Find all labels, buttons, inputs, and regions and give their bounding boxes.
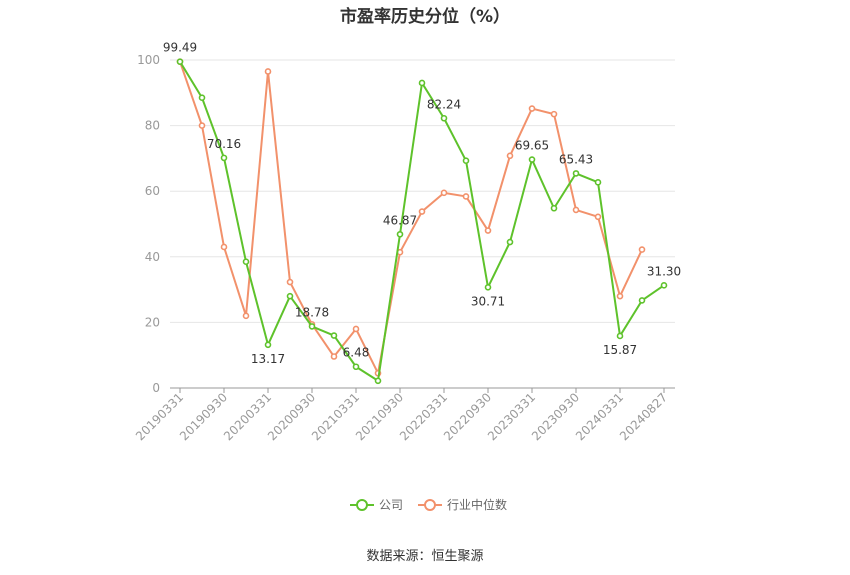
y-tick-label: 80 (145, 119, 160, 133)
data-point (572, 170, 580, 177)
y-tick-label: 0 (152, 381, 160, 395)
data-point (176, 58, 184, 65)
data-point (308, 323, 316, 330)
y-tick-label: 40 (145, 250, 160, 264)
data-point (462, 157, 470, 164)
data-label: 99.49 (163, 41, 197, 55)
data-point (462, 193, 470, 200)
x-axis: 2019033120190930202003312020093020210331… (133, 387, 675, 443)
data-point (418, 79, 426, 87)
data-label: 82.24 (427, 97, 461, 111)
legend-item-1[interactable]: 行业中位数 (418, 497, 507, 512)
data-point (638, 297, 646, 304)
data-label: 6.48 (343, 346, 370, 360)
data-point (242, 312, 250, 320)
data-point (550, 110, 558, 118)
data-point (396, 230, 404, 238)
legend-item-0[interactable]: 公司 (350, 498, 403, 512)
data-point (220, 243, 228, 251)
data-point (330, 353, 338, 360)
data-label: 13.17 (251, 352, 285, 366)
y-tick-label: 20 (145, 315, 160, 329)
series-line-1 (179, 61, 643, 375)
data-label: 31.30 (647, 264, 681, 278)
data-point (242, 258, 250, 266)
legend-marker (356, 499, 368, 511)
y-axis: 0 20 40 60 80 100 (137, 53, 160, 395)
data-point (374, 377, 382, 385)
data-label: 18.78 (295, 305, 329, 319)
data-point (264, 68, 272, 75)
legend-label: 行业中位数 (447, 497, 507, 512)
x-tick-label: 20240827 (617, 390, 670, 443)
data-point (594, 213, 602, 221)
grid-lines (170, 59, 675, 323)
data-point (220, 154, 228, 162)
data-point (440, 114, 448, 122)
data-label: 70.16 (207, 137, 241, 151)
data-labels: 99.49 70.16 13.17 18.78 6.48 46.87 82.24 30.71 6… (163, 41, 681, 366)
data-point (286, 292, 294, 300)
data-point (440, 189, 448, 197)
data-point (286, 278, 294, 286)
data-point (572, 206, 580, 214)
legend-marker (424, 499, 436, 511)
data-point (616, 332, 624, 340)
data-point (616, 292, 624, 300)
data-point (198, 122, 206, 129)
data-point (528, 156, 536, 163)
series-line-0 (179, 61, 665, 382)
data-point (352, 325, 360, 333)
data-point (550, 204, 558, 212)
data-point (484, 283, 492, 291)
data-label: 65.43 (559, 152, 593, 166)
series-layer (176, 58, 668, 385)
y-tick-label: 100 (137, 53, 160, 67)
data-point (418, 208, 426, 215)
data-label: 69.65 (515, 139, 549, 153)
data-point (264, 341, 272, 349)
data-point (594, 179, 602, 186)
data-label: 15.87 (603, 343, 637, 357)
data-point (528, 105, 536, 112)
data-label: 30.71 (471, 294, 505, 308)
chart-title: 市盈率历史分位（%） (339, 7, 511, 27)
legend-label: 公司 (379, 498, 403, 512)
data-point (352, 363, 360, 371)
source-note: 数据来源：恒生聚源 (366, 549, 484, 564)
data-point (330, 332, 338, 339)
y-tick-label: 60 (145, 184, 160, 198)
data-point (198, 94, 206, 102)
data-point (638, 246, 646, 253)
data-point (506, 238, 514, 246)
data-point (484, 227, 492, 234)
legend[interactable]: 公司 行业中位数 (350, 497, 507, 512)
data-label: 46.87 (383, 213, 417, 227)
data-point (660, 282, 668, 289)
data-point (506, 152, 514, 160)
